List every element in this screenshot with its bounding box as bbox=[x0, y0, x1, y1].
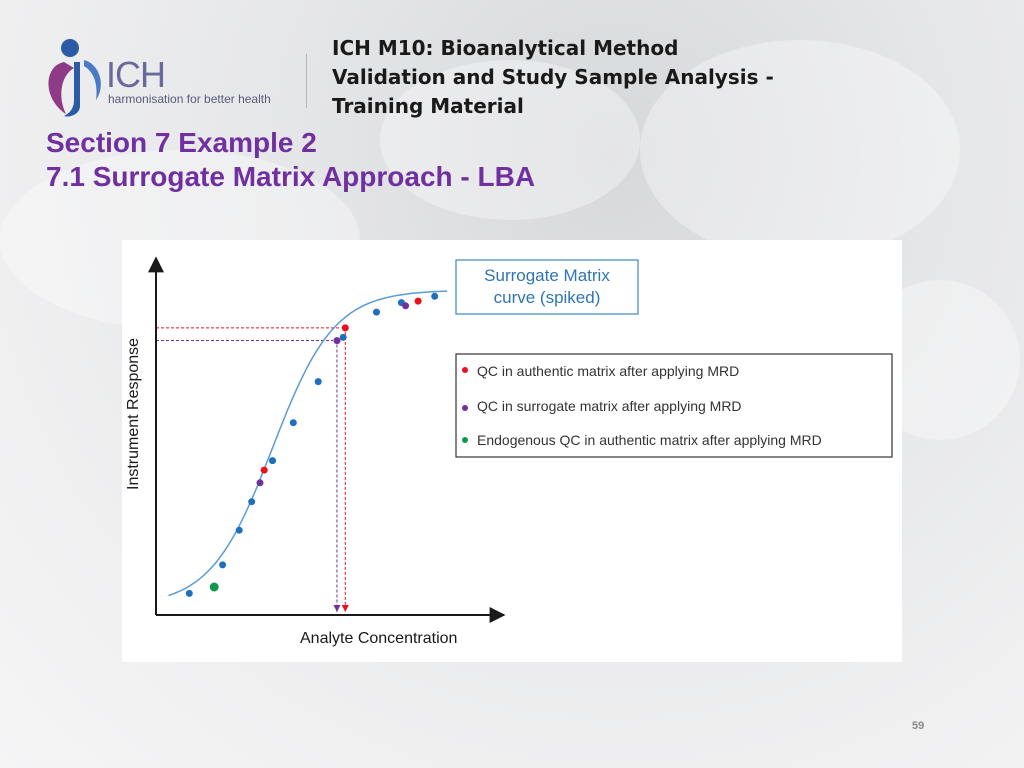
legend-entry: QC in authentic matrix after applying MR… bbox=[477, 363, 739, 379]
legend-marker bbox=[462, 437, 468, 443]
section-title-line: Section 7 Example 2 bbox=[46, 127, 317, 158]
legend-entry: QC in surrogate matrix after applying MR… bbox=[477, 398, 742, 414]
page-number: 59 bbox=[912, 720, 925, 732]
data-point bbox=[341, 324, 349, 332]
curve-label-box: Surrogate Matrix curve (spiked) bbox=[455, 259, 639, 315]
projection-lines bbox=[156, 327, 349, 612]
document-title: ICH M10: Bioanalytical Method Validation… bbox=[332, 34, 812, 121]
chart-panel: Analyte Concentration Instrument Respons… bbox=[122, 240, 902, 662]
x-axis-label: Analyte Concentration bbox=[300, 630, 457, 647]
legend-marker bbox=[462, 405, 468, 411]
world-map-shape bbox=[380, 60, 640, 220]
data-point bbox=[256, 479, 264, 487]
data-point bbox=[339, 333, 347, 341]
header-divider bbox=[306, 54, 307, 108]
data-point bbox=[235, 526, 243, 534]
data-point bbox=[373, 308, 380, 316]
data-point bbox=[248, 498, 256, 506]
curve-label-line: curve (spiked) bbox=[494, 288, 601, 307]
data-point bbox=[431, 292, 439, 300]
data-point bbox=[260, 466, 268, 474]
data-point bbox=[209, 582, 219, 592]
y-axis-label: Instrument Response bbox=[125, 338, 142, 490]
curve-label-line: Surrogate Matrix bbox=[484, 266, 610, 285]
chart-svg: Analyte Concentration Instrument Respons… bbox=[125, 256, 893, 647]
data-point bbox=[314, 378, 322, 386]
data-point bbox=[219, 561, 227, 569]
ich-logo-mark bbox=[48, 39, 101, 117]
legend-entry: Endogenous QC in authentic matrix after … bbox=[477, 432, 822, 448]
document-title-line: Validation and Study Sample Analysis - bbox=[332, 65, 774, 89]
section-title-line: 7.1 Surrogate Matrix Approach - LBA bbox=[46, 161, 536, 192]
projection-arrowhead bbox=[341, 605, 349, 612]
document-title-line: Training Material bbox=[332, 94, 524, 118]
legend: QC in authentic matrix after applying MR… bbox=[455, 353, 893, 458]
document-title-line: ICH M10: Bioanalytical Method bbox=[332, 36, 679, 60]
data-point bbox=[289, 419, 297, 427]
section-title: Section 7 Example 2 7.1 Surrogate Matrix… bbox=[46, 126, 535, 194]
logo-tagline: harmonisation for better health bbox=[108, 92, 271, 106]
fit-curve bbox=[168, 290, 448, 597]
ich-logo: ICH harmonisation for better health bbox=[40, 36, 300, 120]
data-point bbox=[414, 297, 422, 305]
data-point bbox=[333, 337, 341, 345]
data-point bbox=[269, 457, 276, 465]
data-points bbox=[185, 292, 439, 597]
data-point bbox=[185, 589, 193, 597]
legend-marker bbox=[462, 367, 468, 373]
projection-arrowhead bbox=[333, 605, 341, 612]
world-map-shape bbox=[640, 40, 960, 260]
logo-text: ICH bbox=[106, 54, 166, 95]
data-point bbox=[402, 302, 410, 310]
